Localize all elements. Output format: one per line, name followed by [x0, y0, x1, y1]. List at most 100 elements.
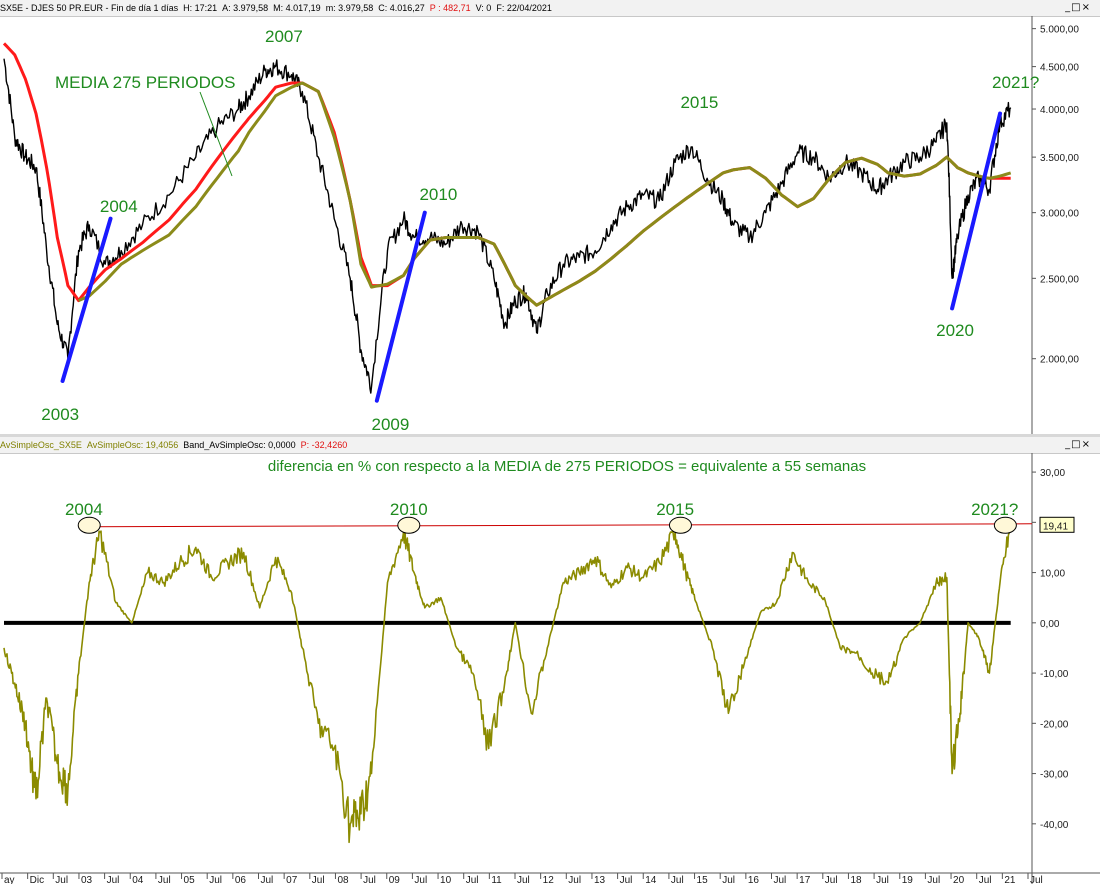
x-axis-tick-label: 19 — [902, 875, 914, 884]
x-axis-tick-label: Jul — [312, 875, 325, 884]
oscillator-y-tick-label: -10,00 — [1040, 669, 1069, 680]
price-y-tick-label: 2.500,00 — [1040, 274, 1079, 285]
current-value-tag-label: 19,41 — [1043, 521, 1068, 532]
price-annotation: 2003 — [41, 405, 79, 424]
x-axis-tick-label: 13 — [594, 875, 606, 884]
x-axis-tick-label: Jul — [55, 875, 68, 884]
x-axis-tick-label: Jul — [979, 875, 992, 884]
price-title-part: SX5E - DJES 50 PR.EUR - Fin de día 1 día… — [0, 3, 179, 13]
x-axis-tick-label: 06 — [235, 875, 247, 884]
trend-line-2020 — [950, 111, 1003, 311]
oscillator-title-part: Band_AvSimpleOsc: 0,0000 — [183, 440, 296, 450]
oscillator-pane-title: AvSimpleOsc_SX5E AvSimpleOsc: 19,4056 Band… — [0, 437, 1100, 454]
x-axis-tick-label: Jul — [620, 875, 633, 884]
trend-line-2009 — [374, 210, 427, 403]
price-annotation: 2007 — [265, 27, 303, 46]
x-axis-tick-label: Jul — [825, 875, 838, 884]
peak-circle-2004 — [77, 516, 101, 534]
trend-line-2003 — [60, 216, 113, 383]
price-y-tick-label: 4.500,00 — [1040, 63, 1079, 74]
oscillator-window-buttons[interactable]: _□× — [1065, 439, 1091, 450]
oscillator-title-part: P: -32,4260 — [300, 440, 348, 450]
x-axis-tick-label: 12 — [543, 875, 555, 884]
oscillator-title-part: AvSimpleOsc: 19,4056 — [86, 440, 179, 450]
price-title-part: C: 4.016,27 — [378, 3, 425, 13]
x-axis-tick-label: Jul — [671, 875, 684, 884]
price-annotation: 2021? — [992, 73, 1039, 92]
oscillator-y-tick-label: -20,00 — [1040, 719, 1069, 730]
oscillator-chart: 30,0020,0010,000,00-10,00-20,00-30,00-40… — [0, 453, 1100, 884]
x-axis-tick-label: 21 — [1004, 875, 1016, 884]
oscillator-y-tick-label: 10,00 — [1040, 569, 1065, 580]
price-annotation: 2009 — [372, 415, 410, 434]
oscillator-y-tick-label: -30,00 — [1040, 770, 1069, 781]
x-axis-tick-label: Jul — [209, 875, 222, 884]
current-value-tag-box — [1039, 516, 1075, 533]
x-axis-tick-label: 11 — [491, 875, 502, 884]
price-chart: 5.000,00 4.500,00 4.000,00 3.500,00 3.000,00… — [2, 16, 1079, 436]
peak-circle-2015 — [668, 516, 692, 534]
x-axis-tick-label: 09 — [389, 875, 401, 884]
x-axis-tick-label: Jul — [722, 875, 735, 884]
media-label-pointer — [199, 91, 233, 177]
price-annotation: 2015 — [680, 93, 718, 112]
price-annotation: MEDIA 275 PERIODOS — [55, 73, 235, 92]
x-axis-tick-label: 20 — [953, 875, 965, 884]
x-axis-tick-label: Jul — [158, 875, 171, 884]
price-y-tick-label: 3.500,00 — [1040, 153, 1079, 164]
price-title-part: M: 4.017,19 — [273, 3, 321, 13]
price-title-part: m: 3.979,58 — [325, 3, 374, 13]
peak-circle-2010 — [397, 516, 421, 534]
price-title-part: A: 3.979,58 — [222, 3, 269, 13]
price-y-tick-label: 5.000,00 — [1040, 25, 1079, 36]
x-axis-tick-label: 16 — [748, 875, 760, 884]
oscillator-title-parts: AvSimpleOsc_SX5E AvSimpleOsc: 19,4056 Band… — [0, 440, 352, 450]
oscillator-y-tick-label: -40,00 — [1040, 820, 1069, 831]
x-axis-tick-label: 05 — [184, 875, 196, 884]
x-axis-tick-label: ay — [4, 875, 15, 884]
oscillator-annotation: 2010 — [390, 500, 428, 519]
series-price — [3, 58, 1012, 394]
price-window-buttons[interactable]: _□× — [1065, 2, 1091, 13]
series-oscillator — [3, 522, 1012, 844]
price-y-tick-label: 2.000,00 — [1040, 355, 1079, 366]
pane-separator[interactable] — [0, 434, 1100, 437]
x-axis-tick-label: Jul — [774, 875, 787, 884]
peak-reference-line — [89, 523, 1033, 528]
x-axis-tick-label: Dic — [30, 875, 44, 884]
price-pane: SX5E - DJES 50 PR.EUR - Fin de día 1 día… — [0, 0, 1100, 436]
price-title-parts: SX5E - DJES 50 PR.EUR - Fin de día 1 día… — [0, 3, 557, 13]
price-title-part: P : 482,71 — [429, 3, 471, 13]
oscillator-annotation: 2015 — [656, 500, 694, 519]
price-annotation: 2010 — [419, 185, 457, 204]
current-value-tag: 19,41 — [1039, 516, 1075, 533]
x-axis-tick-label: Jul — [466, 875, 479, 884]
price-pane-title: SX5E - DJES 50 PR.EUR - Fin de día 1 día… — [0, 0, 1100, 17]
price-title-part: V: 0 — [475, 3, 492, 13]
x-axis-tick-label: 03 — [81, 875, 93, 884]
price-y-tick-label: 4.000,00 — [1040, 105, 1079, 116]
x-axis-tick-label: Jul — [876, 875, 889, 884]
peak-circle-2021 — [993, 516, 1017, 534]
x-axis-tick-label: Jul — [1030, 875, 1043, 884]
oscillator-pane: AvSimpleOsc_SX5E AvSimpleOsc: 19,4056 Band… — [0, 437, 1100, 884]
x-axis-tick-label: 04 — [132, 875, 144, 884]
x-axis-tick-label: Jul — [107, 875, 120, 884]
x-axis-tick-label: Jul — [927, 875, 940, 884]
x-axis-tick-label: Jul — [363, 875, 376, 884]
x-axis-tick-label: 18 — [850, 875, 862, 884]
x-axis-tick-label: Jul — [414, 875, 427, 884]
price-title-part: H: 17:21 — [183, 3, 218, 13]
x-axis-tick-label: Jul — [568, 875, 581, 884]
x-axis-tick-label: Jul — [517, 875, 530, 884]
price-y-tick-label: 3.000,00 — [1040, 209, 1079, 220]
price-title-part: F: 22/04/2021 — [496, 3, 552, 13]
x-axis-tick-label: 15 — [697, 875, 709, 884]
x-axis-tick-label: 14 — [645, 875, 657, 884]
series-ma_olive — [78, 81, 1012, 307]
x-axis-tick-label: Jul — [261, 875, 274, 884]
oscillator-annotation: 2004 — [65, 500, 103, 519]
x-axis-tick-label: 08 — [337, 875, 349, 884]
oscillator-title-part: AvSimpleOsc_SX5E — [0, 440, 82, 450]
oscillator-annotation: 2021? — [971, 500, 1018, 519]
